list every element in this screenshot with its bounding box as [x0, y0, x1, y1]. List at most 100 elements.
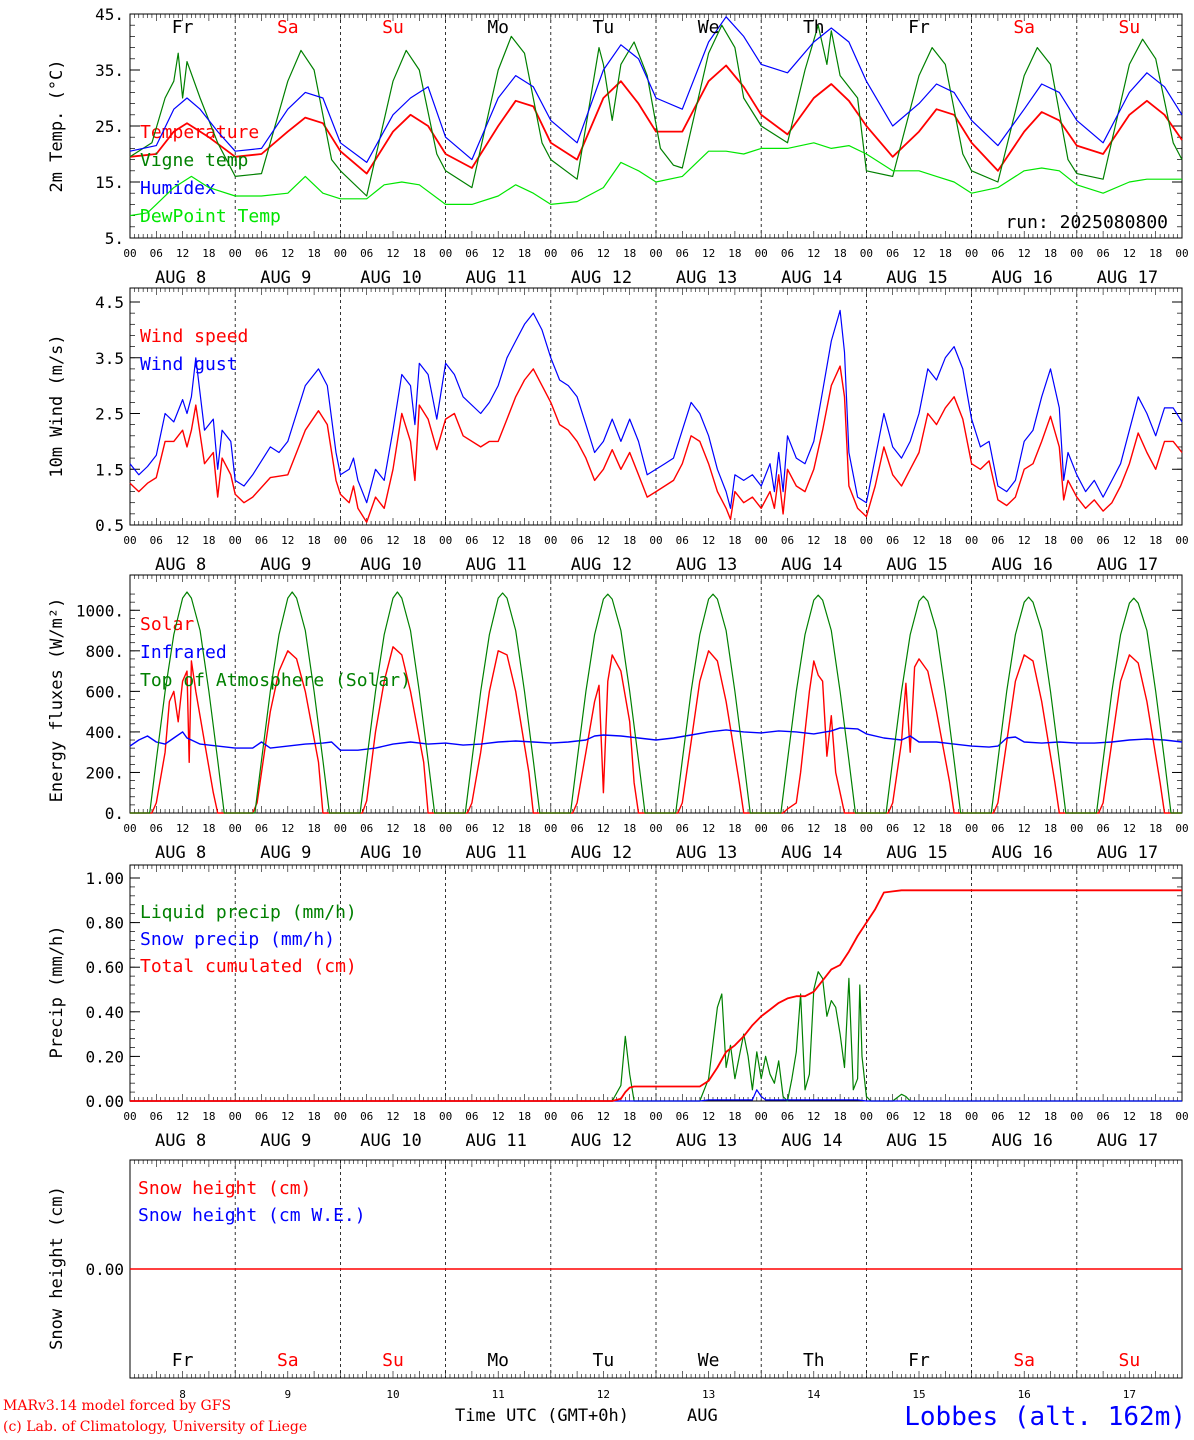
- hour-tick-label: 18: [307, 1110, 320, 1123]
- date-label: AUG 17: [1097, 555, 1158, 575]
- day-label: Fr: [908, 1350, 930, 1371]
- hour-tick-label: 00: [123, 247, 136, 260]
- hour-tick-label: 18: [413, 1110, 426, 1123]
- hour-tick-label: 12: [597, 247, 610, 260]
- y-tick-label: 400.: [85, 723, 124, 742]
- y-tick-label: 0.60: [85, 958, 124, 977]
- hour-tick-label: 06: [570, 1110, 583, 1123]
- day-number-label: 13: [702, 1388, 715, 1401]
- hour-tick-label: 00: [229, 1110, 242, 1123]
- hour-tick-label: 12: [597, 1110, 610, 1123]
- date-label: AUG 8: [155, 843, 206, 863]
- day-number-label: 12: [597, 1388, 610, 1401]
- hour-tick-label: 06: [570, 822, 583, 835]
- day-label: We: [698, 17, 720, 38]
- hour-tick-label: 06: [781, 534, 794, 547]
- hour-tick-label: 00: [755, 534, 768, 547]
- y-axis-label: 10m Wind (m/s): [47, 334, 67, 477]
- lab-credit: (c) Lab. of Climatology, University of L…: [3, 1419, 308, 1435]
- day-label: Th: [803, 1350, 825, 1371]
- hour-tick-label: 00: [229, 822, 242, 835]
- hour-tick-label: 00: [439, 247, 452, 260]
- day-label: Sa: [277, 1350, 299, 1371]
- panel-3: 0. 200. 400. 600. 800. 1000. Energy fluxes (W/…: [47, 574, 1189, 863]
- hour-tick-label: 00: [649, 534, 662, 547]
- date-label: AUG 15: [886, 1131, 947, 1151]
- day-label: Fr: [908, 17, 930, 38]
- hour-tick-label: 00: [860, 1110, 873, 1123]
- day-label: Fr: [172, 17, 194, 38]
- y-tick-label: 2.5: [95, 405, 124, 424]
- hour-tick-label: 18: [623, 534, 636, 547]
- legend-entry: Wind speed: [140, 326, 248, 347]
- y-tick-label: 1000.: [76, 601, 124, 620]
- hour-tick-label: 06: [255, 1110, 268, 1123]
- series-line: [130, 971, 1182, 1102]
- date-label: AUG 9: [260, 555, 311, 575]
- day-label: Mo: [487, 17, 509, 38]
- hour-tick-label: 00: [755, 822, 768, 835]
- series-line: [129, 309, 1183, 509]
- plot-frame: [129, 574, 1183, 814]
- hour-tick-label: 18: [413, 534, 426, 547]
- hour-tick-label: 06: [886, 247, 899, 260]
- hour-tick-label: 12: [492, 247, 505, 260]
- hour-tick-label: 00: [965, 247, 978, 260]
- hour-tick-label: 00: [334, 534, 347, 547]
- hour-tick-label: 18: [623, 822, 636, 835]
- hour-tick-label: 00: [123, 534, 136, 547]
- date-label: AUG 12: [571, 268, 632, 288]
- day-number-label: 10: [386, 1388, 399, 1401]
- hour-tick-label: 00: [965, 534, 978, 547]
- run-label: run: 2025080800: [1005, 212, 1168, 233]
- panel-4: 0.00 0.20 0.40 0.60 0.80 1.00 Precip (mm/h) 00 0…: [47, 864, 1189, 1151]
- y-axis-label: Snow height (cm): [47, 1186, 67, 1350]
- y-tick-label: 35.: [95, 61, 124, 80]
- hour-tick-label: 12: [386, 1110, 399, 1123]
- series-line: [130, 889, 1182, 1102]
- day-label: Su: [1119, 17, 1141, 38]
- legend-entry: Liquid precip (mm/h): [140, 902, 357, 923]
- hour-tick-label: 12: [1123, 247, 1136, 260]
- date-label: AUG 8: [155, 1131, 206, 1151]
- hour-tick-label: 00: [1070, 247, 1083, 260]
- legend-entry: Total cumulated (cm): [140, 956, 357, 977]
- hour-tick-label: 18: [1044, 534, 1057, 547]
- hour-tick-label: 00: [544, 822, 557, 835]
- hour-tick-label: 06: [1096, 822, 1109, 835]
- day-number-label: 17: [1123, 1388, 1136, 1401]
- hour-tick-label: 00: [334, 247, 347, 260]
- date-label: AUG 16: [991, 555, 1052, 575]
- y-axis-label: 2m Temp. (°C): [47, 59, 67, 192]
- y-tick-label: 1.5: [95, 460, 124, 479]
- hour-tick-label: 12: [807, 534, 820, 547]
- hour-tick-label: 18: [623, 247, 636, 260]
- date-label: AUG 16: [991, 843, 1052, 863]
- hour-tick-label: 06: [1096, 1110, 1109, 1123]
- y-tick-label: 45.: [95, 5, 124, 24]
- date-label: AUG 9: [260, 268, 311, 288]
- hour-tick-label: 18: [518, 822, 531, 835]
- day-number-label: 9: [284, 1388, 291, 1401]
- day-label: We: [698, 1350, 720, 1371]
- hour-tick-label: 00: [1175, 247, 1188, 260]
- hour-tick-label: 06: [781, 247, 794, 260]
- legend-entry: DewPoint Temp: [140, 206, 281, 227]
- series-line: [130, 1089, 1182, 1102]
- date-label: AUG 17: [1097, 843, 1158, 863]
- hour-tick-label: 18: [1149, 534, 1162, 547]
- hour-tick-label: 00: [1070, 1110, 1083, 1123]
- hour-tick-label: 12: [807, 247, 820, 260]
- hour-tick-label: 00: [1175, 534, 1188, 547]
- date-label: AUG 10: [360, 555, 421, 575]
- hour-tick-label: 00: [755, 247, 768, 260]
- hour-tick-label: 06: [360, 1110, 373, 1123]
- hour-tick-label: 00: [1070, 822, 1083, 835]
- hour-tick-label: 12: [597, 534, 610, 547]
- hour-tick-label: 18: [623, 1110, 636, 1123]
- hour-tick-label: 00: [649, 1110, 662, 1123]
- hour-tick-label: 00: [544, 534, 557, 547]
- y-tick-label: 800.: [85, 642, 124, 661]
- hour-tick-label: 12: [702, 822, 715, 835]
